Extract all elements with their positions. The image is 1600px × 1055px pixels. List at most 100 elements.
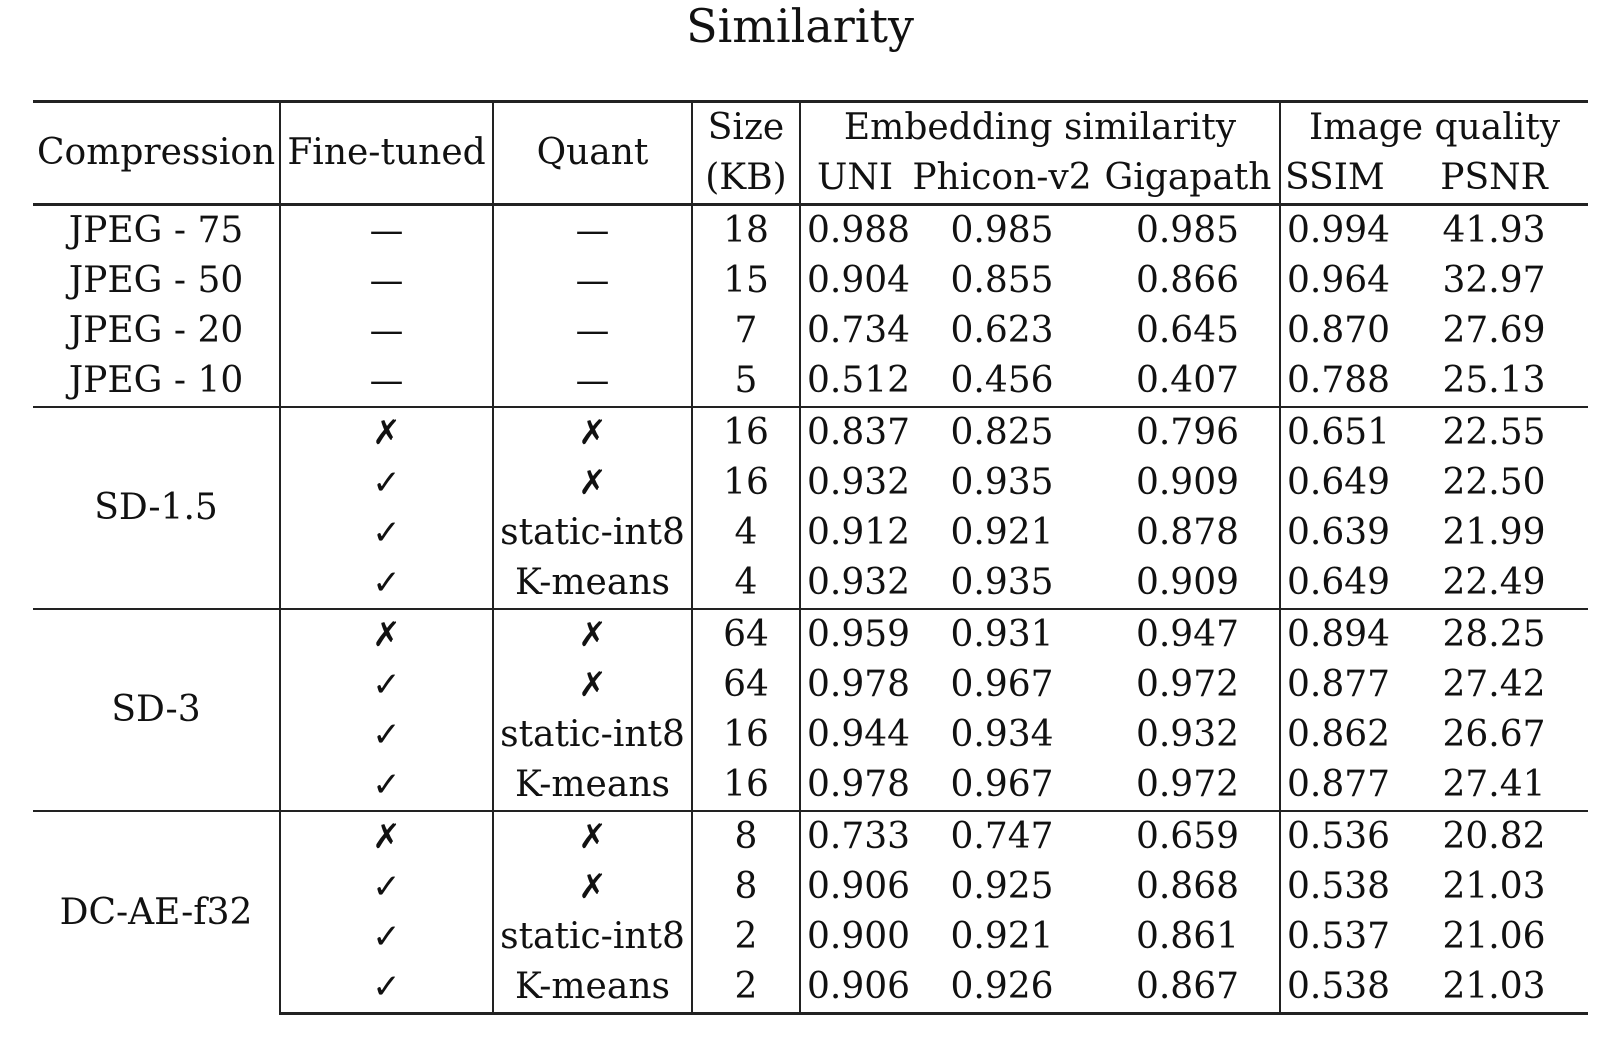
cell-size: 18 <box>691 204 800 256</box>
cell-compression: JPEG - 20 <box>68 310 244 351</box>
cell-compression: JPEG - 50 <box>68 260 244 301</box>
cross-icon: ✗ <box>578 665 607 705</box>
col-group-image-quality: Image quality <box>1278 100 1589 153</box>
cell-quant: K-means <box>492 962 692 1015</box>
table-row: ✓ ✗ 64 0.978 0.967 0.972 0.877 27.42 <box>33 660 1588 710</box>
table-row: DC-AE-f32 ✗ ✗ 8 0.733 0.747 0.659 0.536 20.82 <box>33 810 1589 1014</box>
cell-phicon: 0.967 <box>950 764 1054 805</box>
cell-fine-tuned: — <box>279 306 493 356</box>
cell-psnr: 27.69 <box>1442 310 1546 351</box>
cell-ssim: 0.788 <box>1279 356 1400 407</box>
cell-gigapath: 0.985 <box>1135 210 1239 251</box>
cell-psnr: 28.25 <box>1400 608 1589 660</box>
cell-size: 64 <box>691 608 800 660</box>
cell-fine-tuned: — <box>279 256 493 306</box>
table-row: SD-3 ✗ ✗ 64 0.959 0.931 0.947 0.894 28.25 <box>33 608 1589 811</box>
cell-uni: 0.904 <box>799 256 910 306</box>
cell-phicon: 0.967 <box>950 664 1054 705</box>
cell-fine-tuned: ✗ <box>279 810 493 862</box>
check-icon: ✓ <box>372 513 401 553</box>
cell-psnr: 27.42 <box>1442 664 1546 705</box>
cross-icon: ✗ <box>578 463 607 503</box>
cell-size: 2 <box>691 962 800 1015</box>
cell-quant: static-int8 <box>492 508 692 558</box>
cell-fine-tuned: ✓ <box>279 760 493 811</box>
cell-phicon: 0.855 <box>950 260 1054 301</box>
table-title: Similarity <box>686 0 914 53</box>
cell-fine-tuned: ✓ <box>279 558 493 609</box>
cell-quant: ✗ <box>492 406 692 458</box>
cell-gigapath: 0.972 <box>1135 764 1239 805</box>
cell-gigapath: 0.972 <box>1135 664 1239 705</box>
cell-uni: 0.978 <box>799 760 910 811</box>
cell-gigapath: 0.947 <box>1097 608 1280 660</box>
cell-size: 15 <box>691 256 800 306</box>
col-header-psnr: PSNR <box>1400 153 1589 206</box>
cell-size: 8 <box>691 862 800 912</box>
cell-fine-tuned: — <box>279 204 493 256</box>
cell-ssim: 0.964 <box>1279 256 1400 306</box>
check-icon: ✓ <box>372 917 401 957</box>
table-row: SD-1.5 ✗ ✗ 16 0.837 0.825 0.796 0.651 22.55 <box>33 406 1589 609</box>
cell-compression: JPEG - 10 <box>68 360 244 401</box>
cell-psnr: 21.06 <box>1442 916 1546 957</box>
cell-compression-group: SD-1.5 <box>33 406 280 609</box>
cross-icon: ✗ <box>578 413 607 453</box>
cell-psnr: 41.93 <box>1442 210 1546 251</box>
table-row: ✓ K-means 2 0.906 0.926 0.867 0.538 21.03 <box>33 962 1589 1015</box>
table-row: JPEG - 10 — — 5 0.512 0.456 0.407 0.788 25.13 <box>33 356 1588 407</box>
dash-icon: — <box>575 361 610 401</box>
cell-gigapath: 0.878 <box>1135 512 1239 553</box>
cell-uni: 0.906 <box>799 962 910 1015</box>
cell-phicon: 0.456 <box>950 360 1054 401</box>
cell-psnr: 22.49 <box>1442 562 1546 603</box>
cell-quant: ✗ <box>492 608 692 660</box>
col-header-size-unit: (KB) <box>691 153 800 206</box>
col-header-uni: UNI <box>799 153 907 206</box>
cell-gigapath: 0.866 <box>1135 260 1239 301</box>
cell-size: 16 <box>691 406 800 458</box>
col-header-phicon: Phicon-v2 <box>907 153 1097 206</box>
cell-size: 5 <box>691 356 800 407</box>
dash-icon: — <box>575 261 610 301</box>
cell-fine-tuned: ✗ <box>279 406 493 458</box>
cell-fine-tuned: ✓ <box>279 508 493 558</box>
cross-icon: ✗ <box>578 817 607 857</box>
check-icon: ✓ <box>372 463 401 503</box>
cell-psnr: 21.99 <box>1442 512 1546 553</box>
cell-uni: 0.837 <box>799 406 910 458</box>
cell-compression-group: DC-AE-f32 <box>33 810 280 1014</box>
cell-quant: ✗ <box>492 458 692 508</box>
col-header-ssim: SSIM <box>1279 153 1400 206</box>
cell-phicon: 0.926 <box>907 962 1097 1015</box>
cell-ssim: 0.994 <box>1279 204 1400 256</box>
cell-uni: 0.734 <box>799 306 910 356</box>
check-icon: ✓ <box>372 665 401 705</box>
cell-size: 4 <box>691 508 800 558</box>
cell-psnr: 27.41 <box>1442 764 1546 805</box>
table-row: JPEG - 20 — — 7 0.734 0.623 0.645 0.870 27.69 <box>33 306 1588 356</box>
cell-ssim: 0.870 <box>1279 306 1400 356</box>
cross-icon: ✗ <box>578 615 607 655</box>
table-row: ✓ static-int8 16 0.944 0.934 0.932 0.862 26.67 <box>33 710 1588 760</box>
cell-fine-tuned: — <box>279 356 493 407</box>
table-row: JPEG - 50 — — 15 0.904 0.855 0.866 0.964 32.97 <box>33 256 1588 306</box>
cell-ssim: 0.862 <box>1279 710 1400 760</box>
cell-uni: 0.512 <box>799 356 910 407</box>
cell-uni: 0.959 <box>799 608 910 660</box>
dash-icon: — <box>369 211 404 251</box>
cell-psnr: 25.13 <box>1442 360 1546 401</box>
cell-phicon: 0.985 <box>950 210 1054 251</box>
cell-gigapath: 0.932 <box>1135 714 1239 755</box>
cell-ssim: 0.639 <box>1279 508 1400 558</box>
cell-size: 4 <box>691 558 800 609</box>
cell-quant: — <box>492 204 692 256</box>
results-table: Compression Fine-tuned Quant Size Embedd… <box>33 100 1589 1015</box>
cell-fine-tuned: ✓ <box>279 458 493 508</box>
cell-phicon: 0.921 <box>950 916 1054 957</box>
cell-phicon: 0.825 <box>907 406 1097 458</box>
cross-icon: ✗ <box>372 817 401 857</box>
cell-uni: 0.900 <box>799 912 910 962</box>
col-header-gigapath: Gigapath <box>1097 153 1280 206</box>
cell-phicon: 0.921 <box>950 512 1054 553</box>
